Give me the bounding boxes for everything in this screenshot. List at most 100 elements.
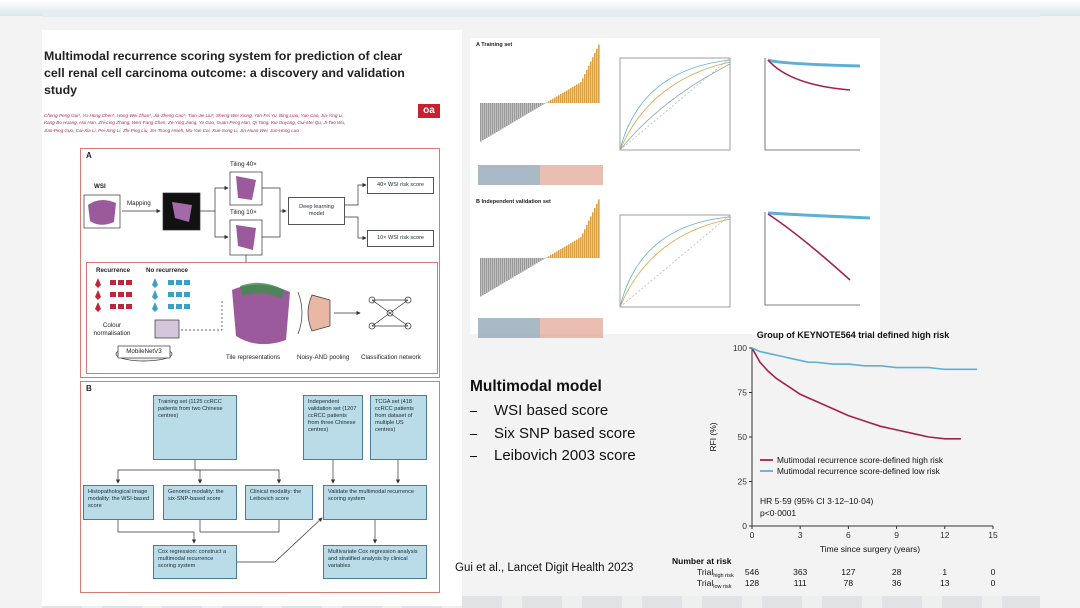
- panel-b-connectors: [115, 460, 401, 563]
- author-line: Kang-Bo Huang, Hui Han, Zhi-Ling Zhang, …: [44, 120, 346, 126]
- decor-bar: [518, 258, 520, 274]
- decor-bar: [544, 258, 546, 259]
- panel-a-shapes: [83, 171, 412, 362]
- risk-row-name: Trial: [697, 567, 713, 577]
- decor-bar: [570, 88, 572, 103]
- decor-bar: [506, 103, 508, 127]
- decor-bar: [580, 237, 582, 258]
- decor-bar: [540, 103, 542, 106]
- decor-bar: [494, 103, 496, 134]
- flow-box: Multivariate Cox regression analysis and…: [323, 545, 427, 579]
- decor-bar: [554, 252, 556, 258]
- decor-bar: [582, 233, 584, 258]
- decor-bar: [562, 247, 564, 258]
- risk-count: 13: [940, 578, 950, 588]
- decor-bar: [534, 258, 536, 265]
- annotation: p<0·0001: [760, 508, 796, 518]
- decor-bar: [482, 103, 484, 141]
- decor-bar: [496, 258, 498, 288]
- decor-bar: [534, 103, 536, 110]
- decor-bar: [526, 103, 528, 115]
- decor-bar: [546, 257, 548, 258]
- citation: Gui et al., Lancet Digit Health 2023: [455, 562, 634, 574]
- label: Colour normalisation: [93, 322, 131, 337]
- bullet: Six SNP based score: [470, 425, 635, 442]
- decor-bar: [556, 251, 558, 258]
- y-tick-label: 0: [742, 521, 747, 531]
- bullet-text: Six SNP based score: [494, 425, 636, 442]
- decor-bar: [542, 258, 544, 260]
- decor-bar: [572, 86, 574, 103]
- decor-bar: [584, 74, 586, 103]
- flow-box: Training set (1125 ccRCC patients from t…: [153, 395, 237, 460]
- decor-bar: [552, 253, 554, 258]
- decor-bar: [544, 103, 546, 104]
- decor-bar: [508, 258, 510, 280]
- decor-bar: [502, 258, 504, 284]
- risk-count: 28: [892, 567, 902, 577]
- label: WSI: [94, 183, 106, 190]
- decor-bar: [580, 82, 582, 103]
- decor-bar: [524, 103, 526, 116]
- decor-bar: [588, 220, 590, 258]
- risk-count: 546: [745, 567, 759, 577]
- x-tick-label: 12: [940, 530, 950, 540]
- x-axis-label: Time since surgery (years): [820, 544, 920, 554]
- panel-b-frame: [80, 381, 440, 593]
- decor-bar: [528, 103, 530, 114]
- decor-bar: [566, 90, 568, 103]
- risk-row-label: Trialhigh risk: [697, 567, 734, 579]
- decor-bar: [488, 103, 490, 137]
- risk-count: 127: [841, 567, 855, 577]
- decor-bar: [568, 244, 570, 258]
- risk-row-name: Trial: [697, 578, 713, 588]
- decor-bar: [590, 61, 592, 103]
- decor-bar: [574, 240, 576, 258]
- slide-heading: Multimodal model: [470, 378, 602, 395]
- legend-label: Mutimodal recurrence score-defined low r…: [777, 466, 941, 476]
- decor-bar: [520, 258, 522, 273]
- decor-bar: [570, 243, 572, 258]
- decor-bar: [518, 103, 520, 119]
- decor-bar: [576, 239, 578, 258]
- decor-bar: [546, 102, 548, 103]
- decor-bar: [480, 103, 482, 142]
- decor-bar: [538, 258, 540, 263]
- panel-a-frame: [80, 148, 440, 378]
- small-figures: A Training set B Independent validation …: [470, 38, 880, 338]
- flow-box: Genomic modality: the six-SNP-based scor…: [163, 485, 237, 520]
- annotation: HR 5·59 (95% CI 3·12–10·04): [760, 496, 874, 506]
- decor-bar: [564, 246, 566, 258]
- decor-bar: [594, 52, 596, 103]
- decor-bar: [510, 258, 512, 279]
- label: Tile representations: [226, 354, 281, 361]
- decor-bar: [578, 238, 580, 258]
- risk-row-sub: low risk: [713, 584, 732, 590]
- risk-count: 1: [942, 567, 947, 577]
- bullet: WSI based score: [470, 402, 608, 419]
- risk-count: 128: [745, 578, 759, 588]
- flow-box: TCGA set (418 ccRCC patients from datase…: [370, 395, 427, 460]
- author-line: Cheng-Peng Gui*, Yu-Hong Chen*, Hong-Wei…: [44, 113, 344, 118]
- decor-bar: [510, 103, 512, 124]
- label: Noisy-AND pooling: [297, 354, 350, 361]
- authors: Cheng-Peng Gui*, Yu-Hong Chen*, Hong-Wei…: [44, 112, 444, 134]
- decor-bar: [480, 258, 482, 297]
- risk-count: 0: [991, 578, 996, 588]
- flow-box: Clinical modality: the Leibovich score: [245, 485, 313, 520]
- decor-bar: [522, 103, 524, 117]
- decor-bar: [492, 258, 494, 290]
- panel-letter: A: [86, 151, 92, 160]
- legend-label: Mutimodal recurrence score-defined high …: [777, 455, 944, 465]
- decor-bar: [500, 103, 502, 130]
- decor-bar: [536, 103, 538, 109]
- km-curve: [751, 347, 961, 440]
- figure-label: B Independent validation set: [476, 199, 551, 205]
- label: Tiling 10×: [230, 209, 257, 216]
- decor-bar: [494, 258, 496, 289]
- decor-bar: [482, 258, 484, 296]
- decor-bar: [558, 250, 560, 258]
